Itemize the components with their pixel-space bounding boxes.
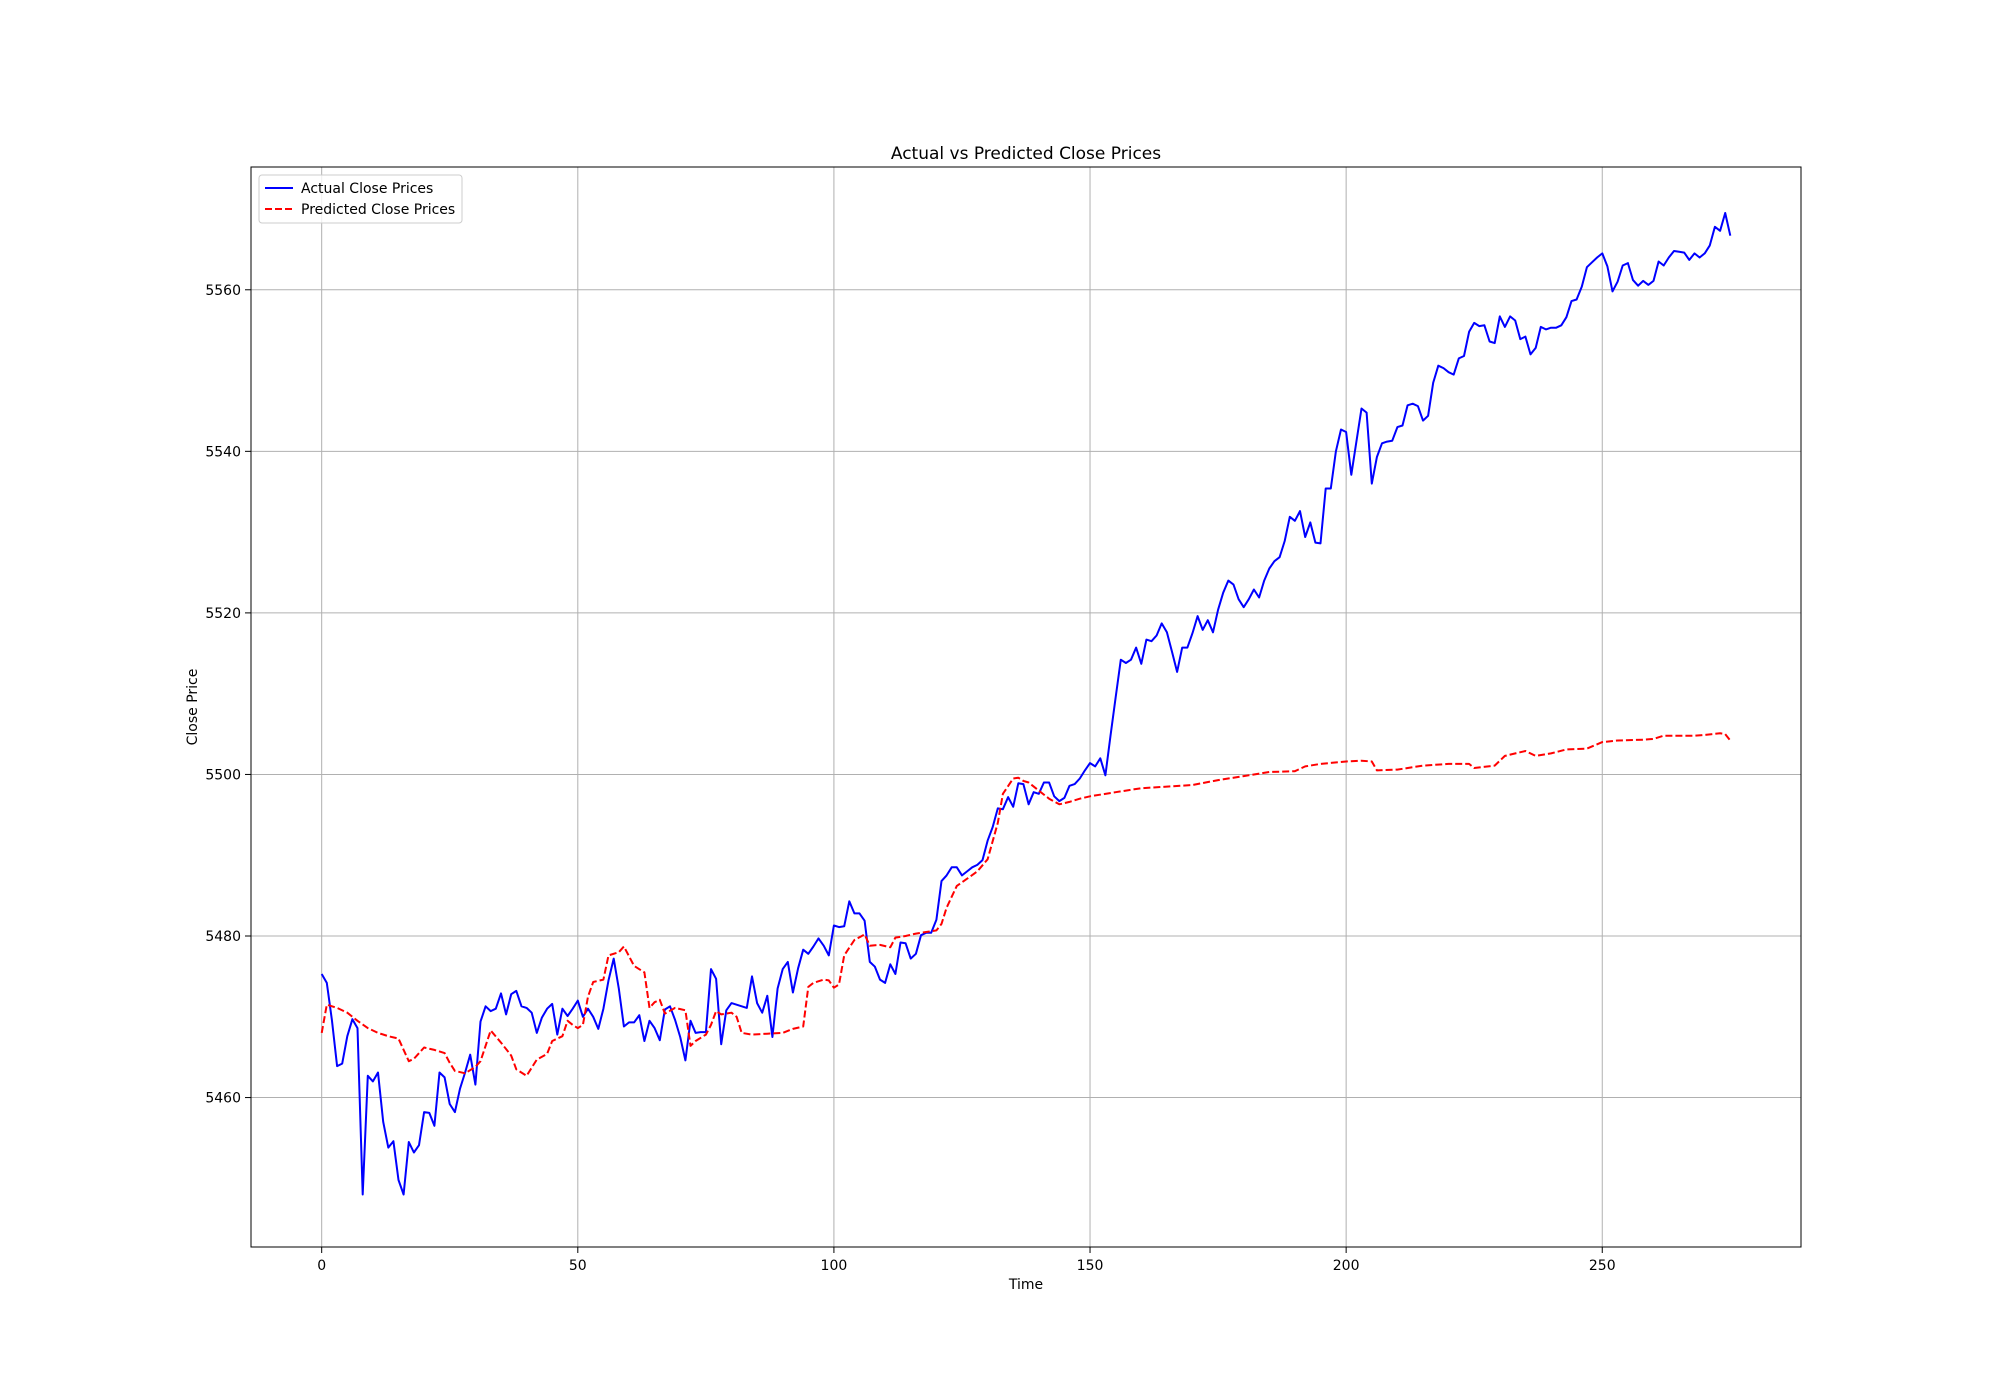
x-axis-label: Time [1008, 1277, 1043, 1293]
x-tick-label: 0 [317, 1258, 326, 1274]
x-tick-label: 50 [569, 1258, 587, 1274]
x-tick-label: 100 [821, 1258, 848, 1274]
axes-background [251, 167, 1801, 1247]
series-line-predicted [320, 732, 1732, 1077]
x-tick-label: 250 [1589, 1258, 1616, 1274]
y-tick-label: 5560 [205, 283, 241, 299]
axes-frame [250, 166, 1802, 1248]
x-tick-label: 200 [1333, 1258, 1360, 1274]
series-line-actual [320, 212, 1732, 1196]
legend-label-predicted: Predicted Close Prices [301, 202, 455, 218]
y-axis-label: Close Price [185, 669, 201, 746]
chart-title: Actual vs Predicted Close Prices [891, 144, 1161, 164]
y-tick-label: 5460 [205, 1091, 241, 1107]
x-tick-label: 150 [1077, 1258, 1104, 1274]
legend: Actual Close Prices Predicted Close Pric… [258, 174, 463, 224]
legend-label-actual: Actual Close Prices [301, 181, 433, 197]
y-tick-label: 5540 [205, 444, 241, 460]
y-tick-label: 5520 [205, 606, 241, 622]
tick-layer: 0 50 100 150 200 250 5460 5480 5500 5520 5540 5560 [205, 283, 1615, 1274]
legend-box [258, 174, 463, 224]
plot-area: 0 50 100 150 200 250 5460 5480 5500 5520 5540 5560 [205, 166, 1802, 1274]
grid-lines [251, 167, 1801, 1247]
series-layer [320, 212, 1732, 1196]
y-tick-label: 5500 [205, 767, 241, 783]
y-tick-label: 5480 [205, 929, 241, 945]
